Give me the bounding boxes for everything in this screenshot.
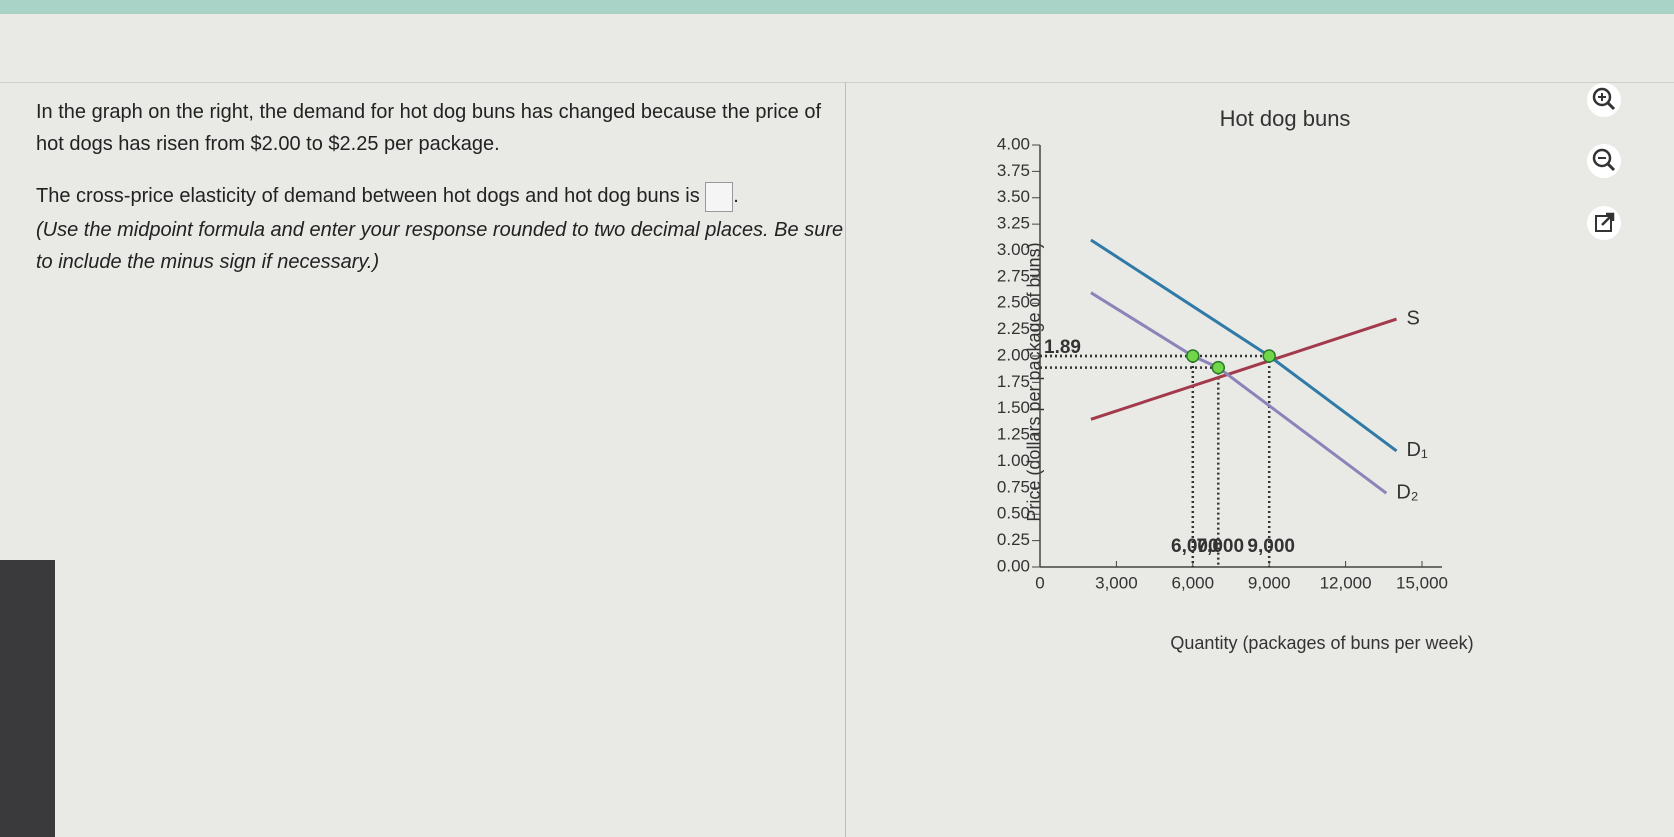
question-instructions: (Use the midpoint formula and enter your… <box>36 219 844 273</box>
x-tick-label: 12,000 <box>1320 573 1372 592</box>
x-tick-label: 15,000 <box>1396 573 1448 592</box>
y-tick-label: 1.00 <box>997 451 1030 470</box>
rule <box>0 82 1674 83</box>
supply-demand-line <box>1090 291 1388 495</box>
y-tick-label: 2.25 <box>997 319 1030 338</box>
y-tick-label: 0.75 <box>997 477 1030 496</box>
zoom-out-button[interactable] <box>1586 143 1622 179</box>
prompt-text: The cross-price elasticity of demand bet… <box>36 185 700 207</box>
open-external-button[interactable] <box>1586 205 1622 241</box>
y-tick-label: 2.50 <box>997 293 1030 312</box>
y-tick-label: 1.75 <box>997 372 1030 391</box>
x-tick-label: 3,000 <box>1095 573 1138 592</box>
window-strip <box>0 0 1674 14</box>
prompt-end: . <box>733 185 739 207</box>
y-tick-label: 1.25 <box>997 425 1030 444</box>
line-label: D₂ <box>1396 481 1418 503</box>
zoom-in-button[interactable] <box>1586 82 1622 118</box>
point <box>1262 349 1276 363</box>
bezel <box>0 560 55 837</box>
supply-demand-line <box>1090 317 1397 421</box>
y-tick-label: 1.50 <box>997 398 1030 417</box>
y-tick-label: 0.50 <box>997 504 1030 523</box>
y-tick-label: 4.00 <box>997 134 1030 153</box>
y-tick-label: 2.00 <box>997 345 1030 364</box>
x-tick-label: 0 <box>1035 573 1044 592</box>
answer-input[interactable] <box>705 181 734 212</box>
y-tick-label: 0.25 <box>997 530 1030 549</box>
x-tick-label: 6,000 <box>1172 573 1215 592</box>
y-tick-label: 0.00 <box>997 556 1030 575</box>
y-tick-label: 3.50 <box>997 187 1030 206</box>
y-tick-label: 3.25 <box>997 214 1030 233</box>
question-intro: In the graph on the right, the demand fo… <box>36 101 821 155</box>
x-tick-label: 9,000 <box>1248 573 1291 592</box>
point <box>1211 360 1226 375</box>
annotation: 7,000 <box>1196 536 1244 557</box>
divider <box>845 82 846 837</box>
x-axis-label: Quantity (packages of buns per week) <box>1170 633 1473 653</box>
annotation: 9,000 <box>1247 536 1295 557</box>
annotation: 6,000 <box>1171 536 1219 557</box>
y-tick-label: 2.75 <box>997 266 1030 285</box>
annotation: 1.89 <box>1044 337 1081 358</box>
y-tick-label: 3.75 <box>997 161 1030 180</box>
line-label: D₁ <box>1407 439 1428 461</box>
point <box>1186 349 1200 363</box>
supply-demand-line <box>1090 238 1398 453</box>
line-label: S <box>1407 307 1420 329</box>
chart-title: Hot dog buns <box>1220 106 1351 131</box>
panel <box>0 14 1674 837</box>
y-tick-label: 3.00 <box>997 240 1030 259</box>
question-prompt: The cross-price elasticity of demand bet… <box>36 180 836 212</box>
